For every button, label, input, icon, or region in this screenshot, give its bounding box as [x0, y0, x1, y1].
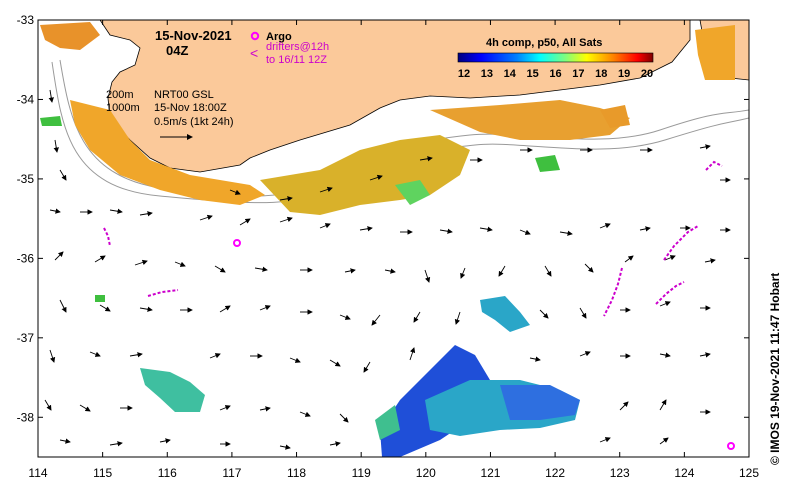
product-label: NRT00 GSL — [154, 89, 214, 101]
x-tick-label: 115 — [93, 466, 112, 480]
x-tick-label: 123 — [610, 466, 630, 480]
argo-label: Argo — [266, 31, 292, 43]
x-tick-label: 122 — [545, 466, 565, 480]
colorbar-tick-label: 14 — [504, 68, 517, 80]
colorbar-tick-label: 19 — [618, 68, 630, 80]
y-tick-label: -35 — [17, 172, 35, 186]
x-tick-label: 118 — [287, 466, 306, 480]
x-tick-label: 120 — [416, 466, 436, 480]
x-tick-label: 125 — [739, 466, 759, 480]
colorbar-labels: 12 13 14 15 16 17 18 19 20 — [458, 68, 653, 80]
map-time: 04Z — [166, 43, 188, 58]
x-tick-label: 124 — [674, 466, 694, 480]
current-vectors — [44, 89, 731, 450]
y-axis: -33 -34 -35 -36 -37 -38 — [17, 13, 749, 424]
colorbar-tick-label: 16 — [549, 68, 561, 80]
drifters-label-2: to 16/11 12Z — [266, 54, 327, 66]
colorbar-tick-label: 15 — [527, 68, 539, 80]
drifter-marker-icon: < — [250, 45, 258, 61]
plot-frame — [37, 19, 750, 458]
x-tick-label: 116 — [158, 466, 177, 480]
colorbar-tick-label: 18 — [595, 68, 607, 80]
colorbar — [457, 52, 654, 63]
x-tick-label: 114 — [28, 466, 47, 480]
x-tick-label: 121 — [480, 466, 500, 480]
y-tick-label: -34 — [17, 92, 35, 106]
isobath-1000-label: 1000m — [106, 102, 140, 114]
x-tick-label: 119 — [352, 466, 371, 480]
colorbar-tick-label: 12 — [458, 68, 470, 80]
x-tick-label: 117 — [222, 466, 241, 480]
colorbar-title: 4h comp, p50, All Sats — [486, 37, 602, 49]
y-tick-label: -36 — [17, 251, 35, 265]
colorbar-tick-label: 17 — [572, 68, 584, 80]
colorbar-tick-label: 20 — [641, 68, 653, 80]
argo-floats — [233, 239, 735, 450]
drifters-label-1: drifters@12h — [266, 41, 329, 53]
y-tick-label: -38 — [17, 410, 35, 424]
y-tick-label: -37 — [17, 331, 35, 345]
argo-marker-icon — [250, 31, 260, 41]
x-axis: 114 115 116 117 118 119 120 121 122 123 124 125 — [28, 20, 759, 480]
map-date: 15-Nov-2021 — [155, 28, 232, 43]
valid-time-label: 15-Nov 18:00Z — [154, 102, 227, 114]
y-tick-label: -33 — [17, 13, 35, 27]
credit-text: © IMOS 19-Nov-2021 11:47 Hobart — [768, 273, 782, 465]
colorbar-tick-label: 13 — [481, 68, 493, 80]
isobath-200-label: 200m — [106, 89, 134, 101]
sst-coastal-patch — [40, 22, 735, 215]
drifter-tracks — [103, 160, 723, 317]
sst-southern-patch — [95, 295, 580, 457]
scale-vector-label: 0.5m/s (1kt 24h) — [154, 116, 233, 128]
